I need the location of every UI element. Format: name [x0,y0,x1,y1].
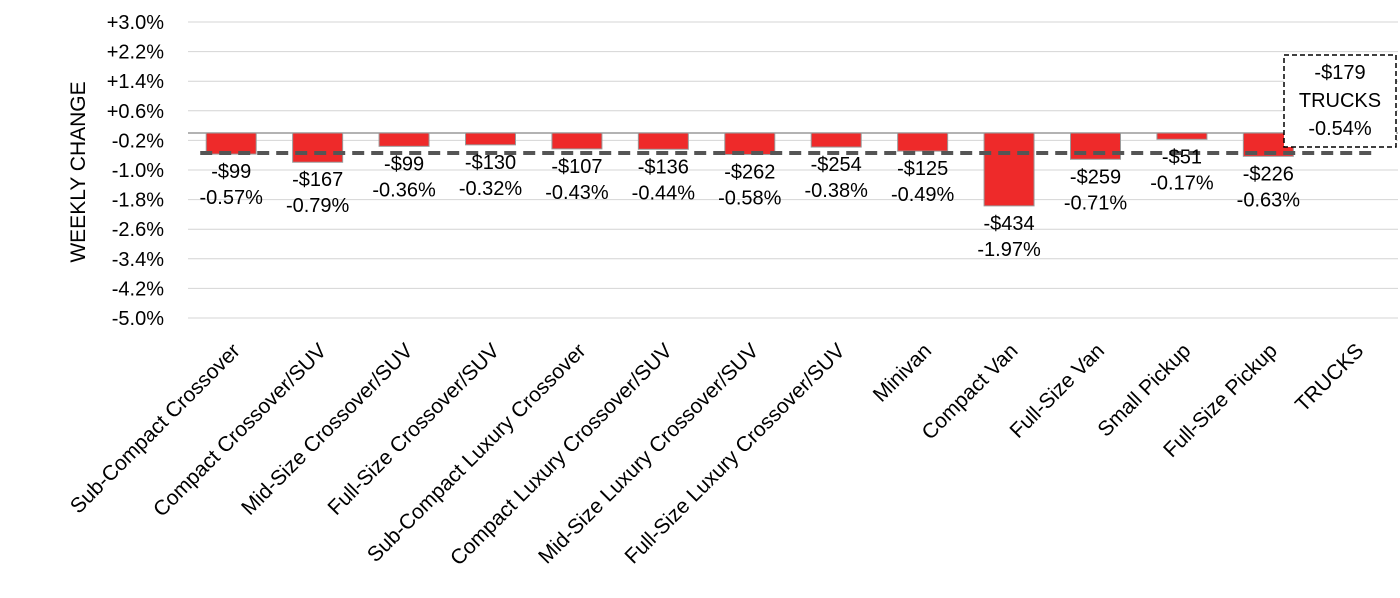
data-label-percent: -0.38% [805,180,869,202]
bar [637,132,689,150]
x-tick-label: Compact Crossover/SUV [149,339,331,521]
y-tick-label: -4.2% [112,278,164,300]
data-label-dollar: -$107 [551,156,602,178]
x-tick-label: Sub-Compact Crossover [66,339,245,518]
y-tick-label: -3.4% [112,249,164,271]
bar [551,132,603,150]
data-label-dollar: -$259 [1070,166,1121,188]
bar [205,132,257,155]
bar [897,132,949,152]
y-tick-label: -5.0% [112,308,164,330]
data-label-percent: -0.17% [1150,172,1214,194]
gridlines [188,21,1398,319]
bar [983,132,1035,207]
data-label-percent: -0.44% [632,182,696,204]
bar [1070,132,1121,160]
data-label-percent: -0.49% [891,184,955,206]
callout-text: -0.54% [1308,118,1372,140]
y-tick-label: -1.8% [112,190,164,212]
data-label-dollar: -$262 [724,161,775,183]
x-tick-label: TRUCKS [1291,339,1368,416]
y-axis-label: WEEKLY CHANGE [67,81,90,262]
data-label-dollar: -$254 [811,154,862,176]
data-label-dollar: -$51 [1162,146,1202,168]
y-tick-label: +0.6% [107,101,164,123]
data-label-percent: -0.71% [1064,192,1128,214]
data-label-dollar: -$125 [897,158,948,180]
callout-text: -$179 [1314,62,1365,84]
y-tick-label: +3.0% [107,12,164,34]
callout-text: TRUCKS [1299,90,1381,112]
data-label-percent: -0.58% [718,187,782,209]
data-label-dollar: -$99 [211,161,251,183]
bar [724,132,776,155]
data-label-dollar: -$167 [292,169,343,191]
data-label-percent: -0.79% [286,195,350,217]
data-label-percent: -0.32% [459,178,523,200]
y-axis-ticks: +3.0% +2.2% +1.4% +0.6% -0.2% -1.0% -1.8% -2.6%… [107,12,164,330]
data-label-dollar: -$226 [1243,163,1294,185]
data-label-percent: -0.43% [545,182,609,204]
bar [465,132,516,146]
y-tick-label: +2.2% [107,42,164,64]
bar [378,132,430,147]
data-label-percent: -0.36% [372,179,436,201]
data-label-percent: -1.97% [977,239,1041,261]
y-tick-label: -2.6% [112,219,164,241]
x-tick-label: Full-Size Crossover/SUV [324,339,504,519]
data-label-dollar: -$130 [465,152,516,174]
y-tick-label: +1.4% [107,71,164,93]
bars [205,132,1294,207]
data-label-dollar: -$136 [638,156,689,178]
data-label-percent: -0.57% [200,187,264,209]
x-tick-label: Minivan [869,339,936,406]
bar [292,132,344,163]
data-labels: -$99 -0.57% -$167 -0.79% -$99 -0.36% -$130 -0.3… [200,146,1301,261]
data-label-percent: -0.63% [1237,189,1301,211]
bar [1156,132,1208,140]
data-label-dollar: -$434 [983,213,1034,235]
x-tick-label: Mid-Size Crossover/SUV [237,339,417,519]
trucks-callout: -$179 TRUCKS -0.54% [1283,54,1397,148]
bar [810,132,862,148]
data-label-dollar: -$99 [384,153,424,175]
y-tick-label: -0.2% [112,130,164,152]
y-tick-label: -1.0% [112,160,164,182]
callout-box [1283,54,1397,148]
